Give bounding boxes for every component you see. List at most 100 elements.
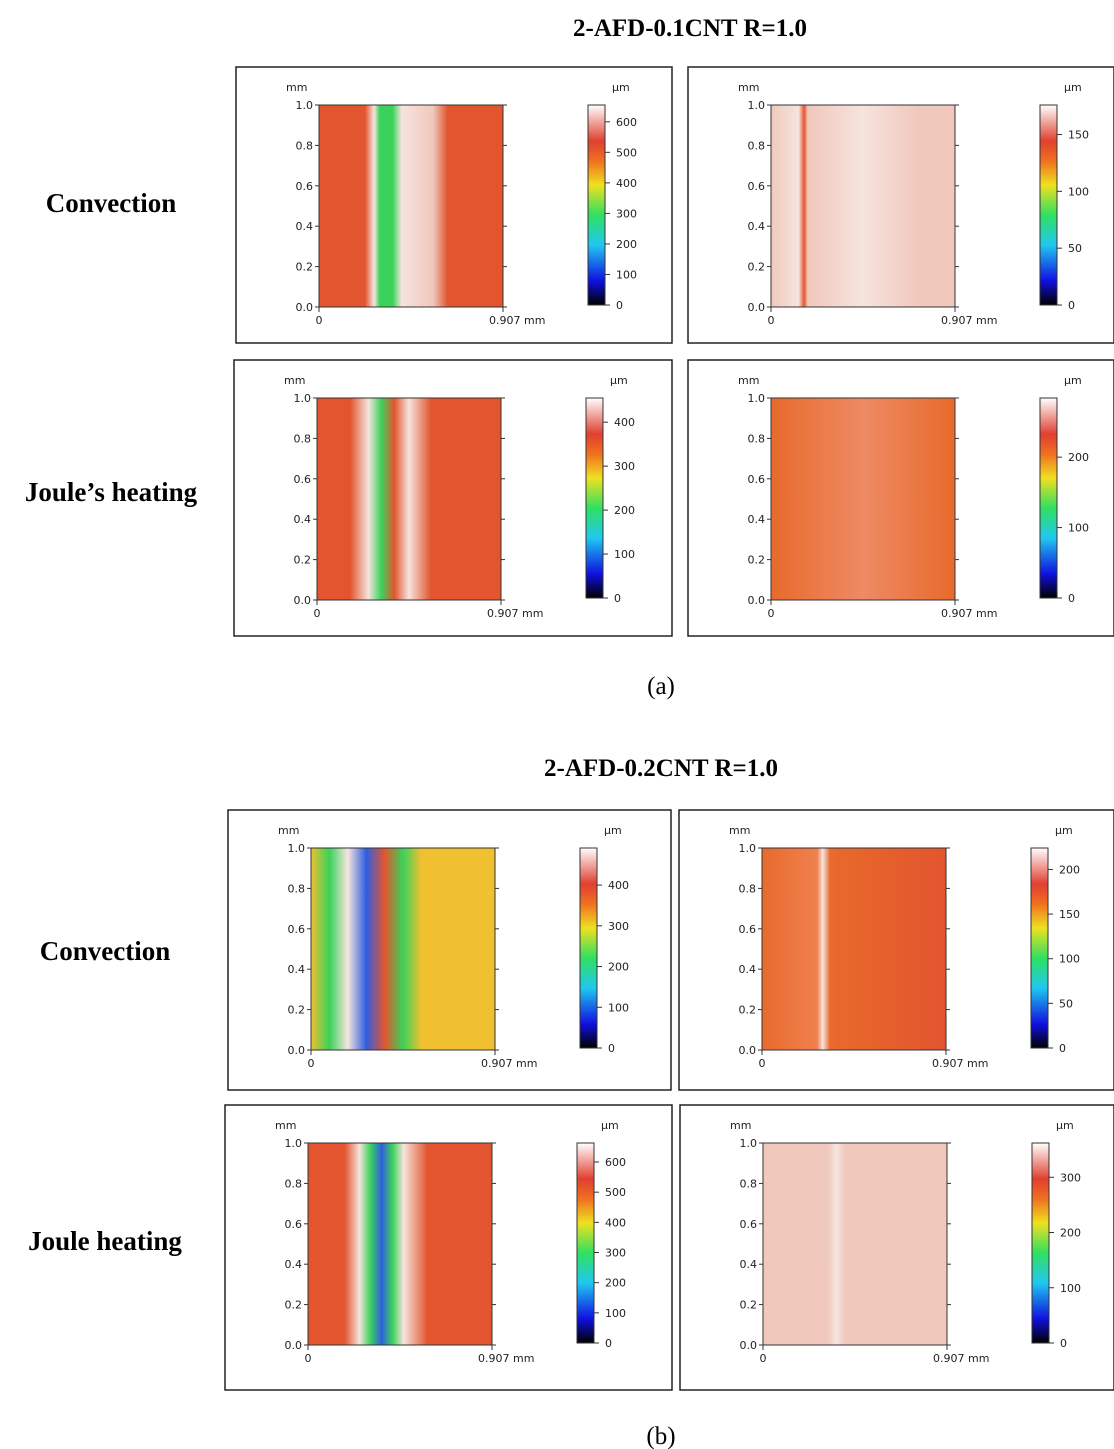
plot-frame (316, 397, 502, 601)
y-tick-label: 0.8 (296, 139, 314, 152)
y-tick-label: 0.2 (296, 261, 314, 274)
x-tick-label: 0 (316, 314, 323, 327)
row-label: Convection (40, 936, 171, 966)
colorbar-tick-label: 500 (616, 146, 637, 159)
colorbar-tick-label: 300 (1060, 1171, 1081, 1184)
y-unit: mm (729, 824, 750, 837)
y-tick-label: 0.6 (748, 473, 766, 486)
y-tick-label: 1.0 (748, 392, 766, 405)
z-unit: µm (1064, 374, 1082, 387)
colorbar-tick-label: 600 (616, 116, 637, 129)
y-tick-label: 0.2 (285, 1299, 303, 1312)
colorbar-tick-label: 300 (608, 920, 629, 933)
panel-frame (224, 1104, 673, 1391)
colorbar (576, 1142, 595, 1344)
colorbar-tick-label: 100 (614, 548, 635, 561)
caption: (b) (646, 1423, 675, 1449)
colorbar-tick-label: 0 (1068, 299, 1075, 312)
y-tick-label: 0.0 (288, 1044, 306, 1057)
colorbar (1039, 104, 1058, 306)
y-tick-label: 0.4 (740, 1258, 758, 1271)
colorbar (579, 847, 598, 1049)
y-tick-label: 0.6 (739, 923, 757, 936)
y-unit: mm (278, 824, 299, 837)
row-label: Joule’s heating (25, 477, 198, 507)
colorbar-tick-label: 100 (1068, 522, 1089, 535)
x-tick-label: 0.907 mm (481, 1057, 537, 1070)
panel: mm 0.0 0.2 0.4 0.6 0.8 1.0 0 0.907 mm µm 0 100 200 30… (235, 66, 673, 344)
colorbar-tick-label: 200 (614, 504, 635, 517)
colorbar-tick-label: 0 (605, 1337, 612, 1350)
y-tick-label: 0.4 (294, 513, 312, 526)
colorbar-tick-label: 0 (1059, 1042, 1066, 1055)
colorbar-tick-label: 600 (605, 1156, 626, 1169)
y-tick-label: 0.6 (740, 1218, 758, 1231)
colorbar (1039, 397, 1058, 599)
y-tick-label: 0.4 (748, 220, 766, 233)
panel: mm 0.0 0.2 0.4 0.6 0.8 1.0 0 0.907 mm µm 0 100 200 30… (224, 1104, 673, 1391)
z-unit: µm (610, 374, 628, 387)
panel-frame (233, 359, 673, 637)
x-tick-label: 0.907 mm (941, 607, 997, 620)
plot-frame (310, 847, 496, 1051)
colorbar-tick-label: 500 (605, 1186, 626, 1199)
panel: mm 0.0 0.2 0.4 0.6 0.8 1.0 0 0.907 mm µm 0 100 200 30… (233, 359, 673, 637)
figure-title: 2-AFD-0.2CNT R=1.0 (544, 755, 778, 782)
y-tick-label: 0.8 (748, 432, 766, 445)
y-tick-label: 1.0 (285, 1137, 303, 1150)
z-unit: µm (601, 1119, 619, 1132)
y-tick-label: 0.8 (740, 1177, 758, 1190)
colorbar-tick-label: 100 (1068, 185, 1089, 198)
y-tick-label: 0.0 (296, 301, 314, 314)
plot-frame (307, 1142, 493, 1346)
y-unit: mm (738, 81, 759, 94)
x-tick-label: 0.907 mm (487, 607, 543, 620)
colorbar-tick-label: 100 (1059, 953, 1080, 966)
panel: mm 0.0 0.2 0.4 0.6 0.8 1.0 0 0.907 mm µm 0 50 100 150… (678, 809, 1114, 1091)
colorbar-tick-label: 200 (1060, 1227, 1081, 1240)
x-tick-label: 0 (760, 1352, 767, 1365)
z-unit: µm (1055, 824, 1073, 837)
x-tick-label: 0 (759, 1057, 766, 1070)
y-tick-label: 0.4 (748, 513, 766, 526)
colorbar-tick-label: 100 (605, 1307, 626, 1320)
y-tick-label: 0.2 (748, 261, 766, 274)
y-tick-label: 1.0 (748, 99, 766, 112)
colorbar-tick-label: 150 (1068, 129, 1089, 142)
colorbar-tick-label: 200 (1059, 863, 1080, 876)
colorbar-tick-label: 200 (608, 961, 629, 974)
y-unit: mm (275, 1119, 296, 1132)
y-tick-label: 0.2 (288, 1004, 306, 1017)
colorbar-tick-label: 200 (605, 1277, 626, 1290)
y-unit: mm (286, 81, 307, 94)
y-tick-label: 0.0 (748, 301, 766, 314)
panel-frame (687, 66, 1114, 344)
x-tick-label: 0 (768, 607, 775, 620)
panel: mm 0.0 0.2 0.4 0.6 0.8 1.0 0 0.907 mm µm 0 100 200 (687, 359, 1114, 637)
panel-frame (227, 809, 672, 1091)
panel: mm 0.0 0.2 0.4 0.6 0.8 1.0 0 0.907 mm µm 0 100 200 30… (679, 1104, 1114, 1391)
y-tick-label: 0.4 (296, 220, 314, 233)
y-tick-label: 0.6 (285, 1218, 303, 1231)
height-map (763, 1143, 947, 1345)
y-tick-label: 0.2 (748, 554, 766, 567)
plot-frame (761, 847, 947, 1051)
x-tick-label: 0 (314, 607, 321, 620)
colorbar (1031, 1142, 1050, 1344)
y-tick-label: 1.0 (294, 392, 312, 405)
colorbar-tick-label: 200 (1068, 451, 1089, 464)
y-tick-label: 0.4 (288, 963, 306, 976)
colorbar-tick-label: 200 (616, 238, 637, 251)
panel-frame (678, 809, 1114, 1091)
y-unit: mm (730, 1119, 751, 1132)
x-tick-label: 0.907 mm (933, 1352, 989, 1365)
colorbar (587, 104, 606, 306)
height-map (308, 1143, 492, 1345)
y-tick-label: 0.6 (748, 180, 766, 193)
y-tick-label: 0.8 (748, 139, 766, 152)
colorbar-tick-label: 300 (614, 460, 635, 473)
y-tick-label: 0.0 (285, 1339, 303, 1352)
y-tick-label: 0.2 (294, 554, 312, 567)
y-unit: mm (284, 374, 305, 387)
colorbar-tick-label: 0 (616, 299, 623, 312)
